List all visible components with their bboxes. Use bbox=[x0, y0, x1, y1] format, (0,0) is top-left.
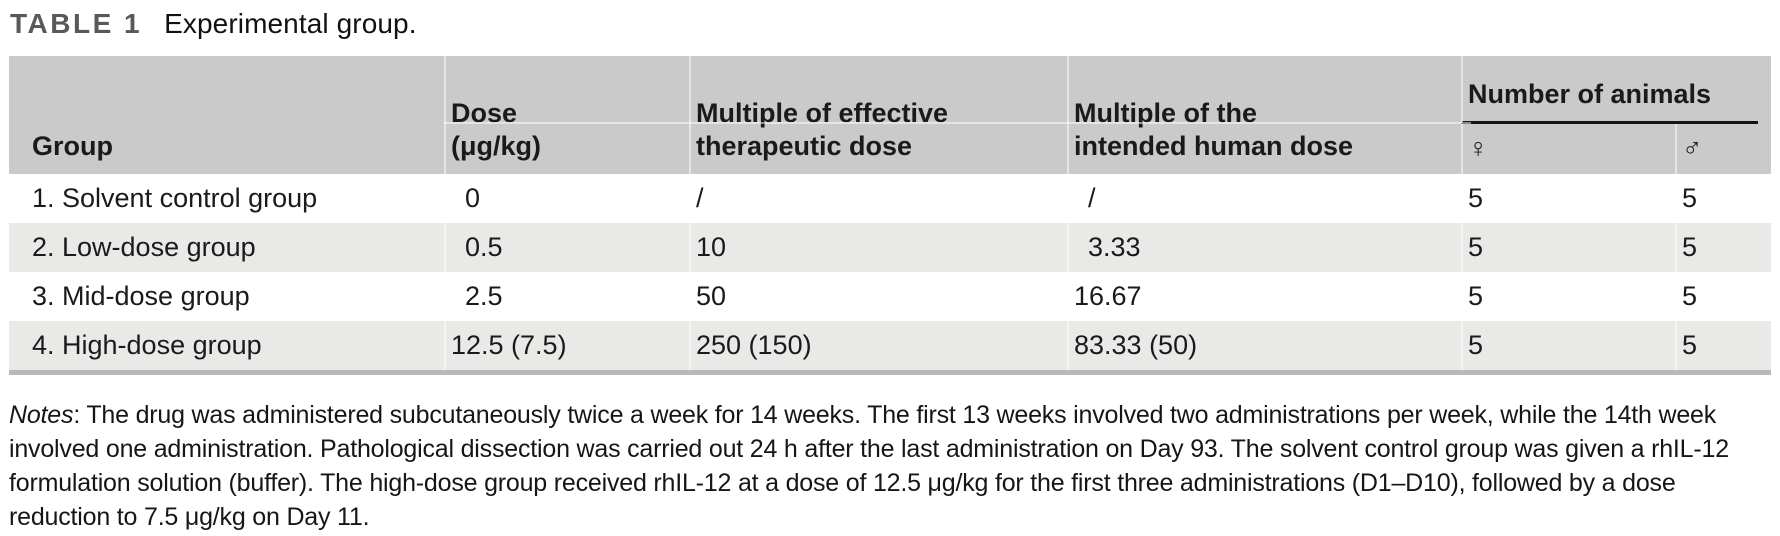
header-cell-male: ♂ bbox=[1675, 124, 1771, 174]
table-cell: / bbox=[1067, 174, 1461, 223]
table-cell: 5 bbox=[1461, 223, 1675, 272]
header-cell-dose: Dose (μg/kg) bbox=[444, 56, 689, 174]
table-cell: 0.5 bbox=[444, 223, 689, 272]
table-cell: 5 bbox=[1675, 272, 1771, 321]
table-cell: 5 bbox=[1675, 174, 1771, 223]
header-line: (μg/kg) bbox=[451, 131, 542, 161]
table-cell: 2. Low-dose group bbox=[32, 232, 256, 262]
table-notes: Notes: The drug was administered subcuta… bbox=[9, 398, 1771, 534]
header-cell-multiple-human: Multiple of the intended human dose bbox=[1067, 56, 1461, 174]
header-line: Dose bbox=[451, 98, 518, 128]
table-cell: 5 bbox=[1675, 321, 1771, 370]
header-cell-female: ♀ bbox=[1461, 124, 1675, 174]
number-of-animals-label: Number of animals bbox=[1468, 79, 1712, 109]
header-line: Group bbox=[32, 131, 113, 161]
table-number-label: TABLE 1 bbox=[10, 8, 143, 39]
table-cell: 83.33 (50) bbox=[1067, 321, 1461, 370]
header-row-divider bbox=[444, 122, 1471, 124]
table-cell: 5 bbox=[1461, 321, 1675, 370]
header-line: Multiple of effective bbox=[696, 98, 949, 128]
table-cell: 5 bbox=[1675, 223, 1771, 272]
notes-label: Notes bbox=[9, 401, 74, 429]
table-cell: 5 bbox=[1461, 174, 1675, 223]
table-cell: 4. High-dose group bbox=[32, 330, 262, 360]
table-row: 4. High-dose group 12.5 (7.5) 250 (150) 83.… bbox=[9, 321, 1771, 370]
table-cell: 0 bbox=[444, 174, 689, 223]
female-icon: ♀ bbox=[1468, 133, 1489, 163]
header-line: intended human dose bbox=[1074, 131, 1354, 161]
experimental-group-table: Group Dose (μg/kg) Multiple of effective… bbox=[9, 56, 1771, 375]
table-body: 1. Solvent control group 0//5 5 2. Low-dose… bbox=[9, 174, 1771, 370]
table-bottom-border bbox=[9, 370, 1771, 375]
table-cell: 5 bbox=[1461, 272, 1675, 321]
header-cell-number-of-animals: Number of animals bbox=[1461, 56, 1758, 124]
notes-text: : The drug was administered subcutaneous… bbox=[9, 401, 1729, 531]
table-cell: 250 (150) bbox=[689, 321, 1067, 370]
header-line: therapeutic dose bbox=[696, 131, 913, 161]
header-cell-group: Group bbox=[9, 56, 444, 174]
table-caption: TABLE 1 Experimental group. bbox=[9, 8, 1771, 44]
header-cell-multiple-effective: Multiple of effective therapeutic dose bbox=[689, 56, 1067, 174]
table-cell: 2.5 bbox=[444, 272, 689, 321]
table-cell: 16.67 bbox=[1067, 272, 1461, 321]
table-cell: 10 bbox=[689, 223, 1067, 272]
table-header: Group Dose (μg/kg) Multiple of effective… bbox=[9, 56, 1771, 174]
table-cell: 1. Solvent control group bbox=[32, 183, 318, 213]
table-cell: / bbox=[689, 174, 1067, 223]
table-cell: 12.5 (7.5) bbox=[444, 321, 689, 370]
table-row: 3. Mid-dose group 2.5 50 16.67 5 5 bbox=[9, 272, 1771, 321]
table-cell: 3.33 bbox=[1067, 223, 1461, 272]
table-cell: 50 bbox=[689, 272, 1067, 321]
header-line: Multiple of the bbox=[1074, 98, 1257, 128]
male-icon: ♂ bbox=[1682, 133, 1703, 163]
table-caption-text: Experimental group. bbox=[164, 8, 417, 39]
table-row: 2. Low-dose group 0.5 10 3.33 5 5 bbox=[9, 223, 1771, 272]
table-row: 1. Solvent control group 0//5 5 bbox=[9, 174, 1771, 223]
table-cell: 3. Mid-dose group bbox=[32, 281, 250, 311]
